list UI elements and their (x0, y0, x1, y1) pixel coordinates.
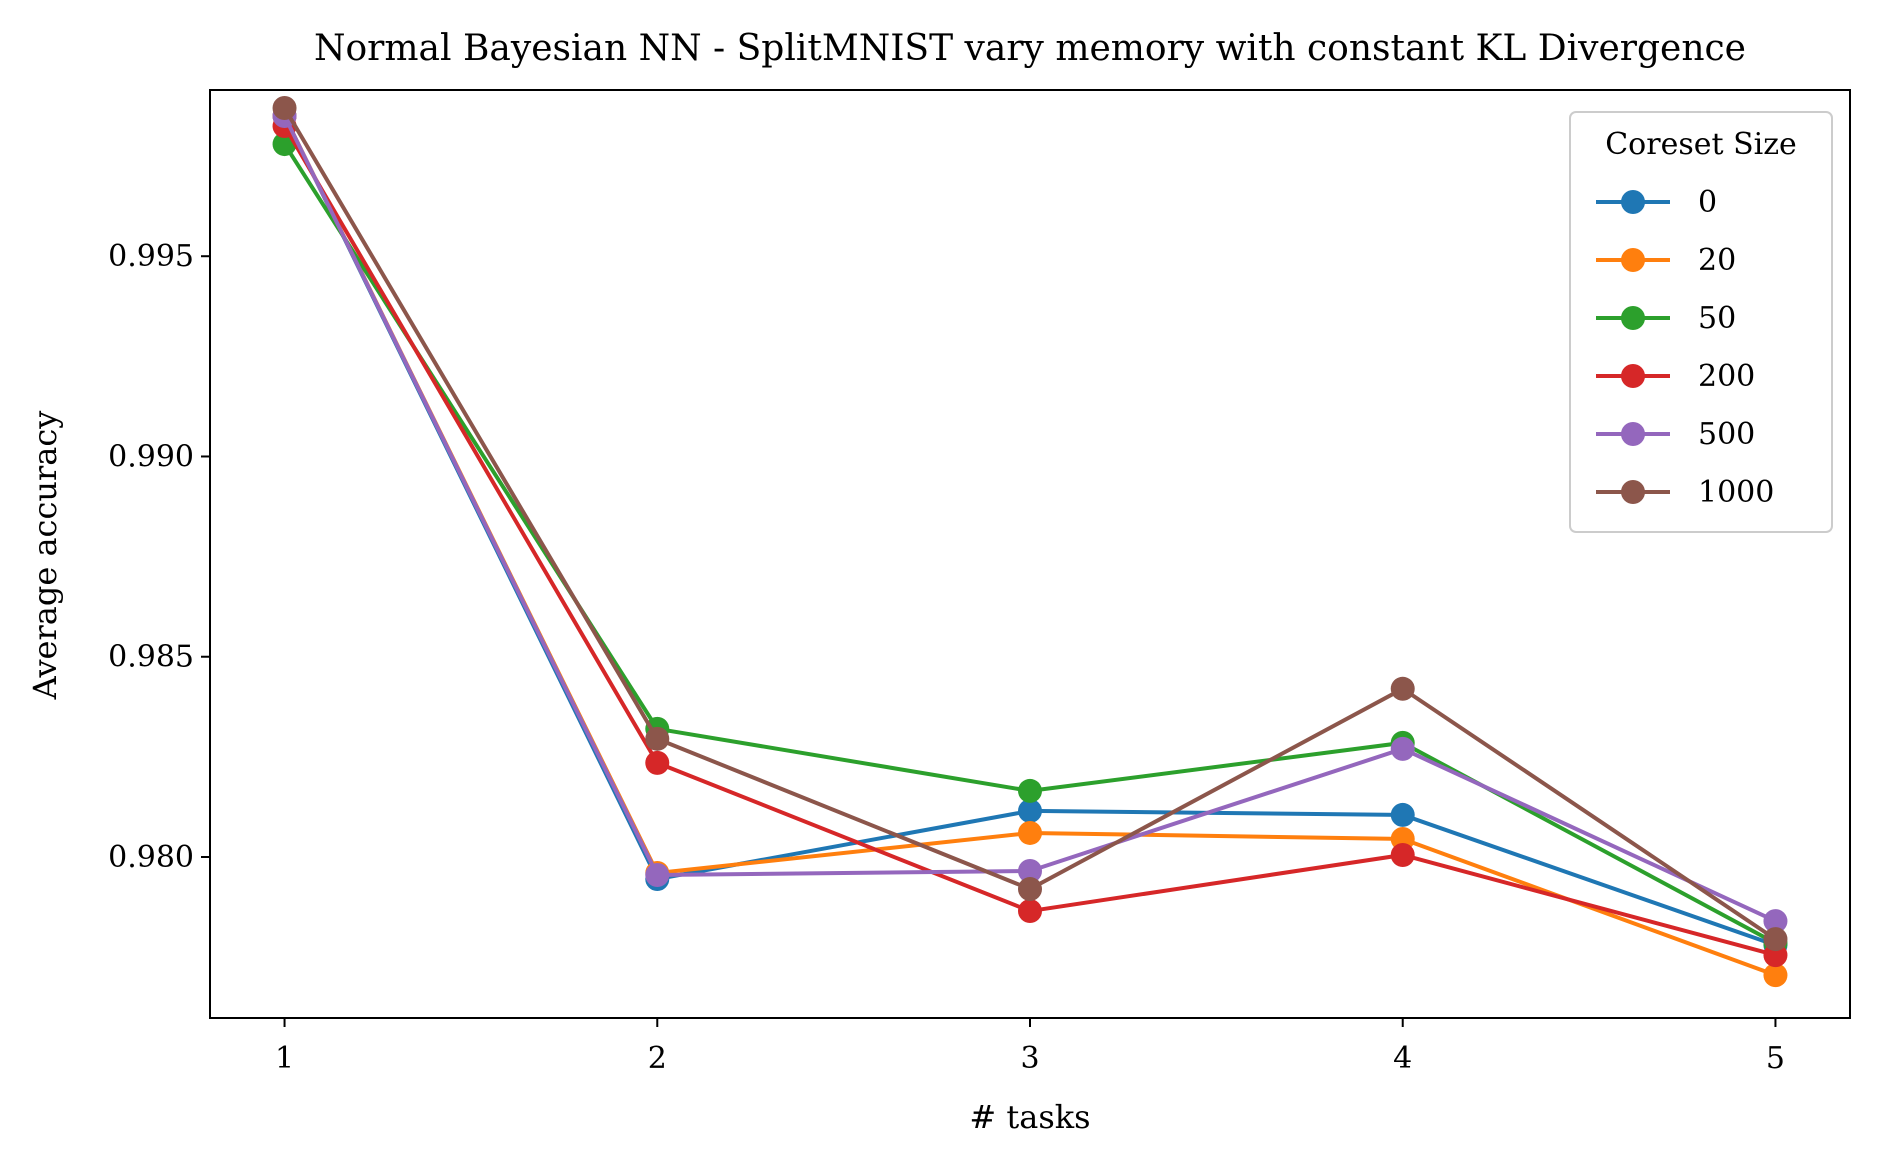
legend-item-200: 200 (1596, 359, 1755, 394)
data-point-200 (645, 750, 670, 775)
legend-label: 200 (1698, 359, 1755, 394)
legend-label: 0 (1698, 185, 1717, 220)
data-point-50 (1018, 778, 1042, 803)
legend-title: Coreset Size (1605, 127, 1797, 162)
legend-swatch-marker (1621, 364, 1645, 388)
series-1000 (272, 96, 1788, 952)
data-point-500 (1390, 736, 1415, 761)
legend-swatch-marker (1621, 248, 1645, 272)
x-tick-label: 5 (1766, 1041, 1785, 1076)
legend-swatch-marker (1621, 422, 1645, 446)
data-point-1000 (272, 96, 297, 121)
y-axis-label: Average accuracy (26, 411, 64, 701)
data-point-500 (1018, 859, 1042, 884)
data-point-20 (1763, 963, 1788, 988)
legend-item-0: 0 (1596, 185, 1717, 220)
legend-item-50: 50 (1596, 301, 1736, 336)
data-point-200 (1018, 899, 1042, 924)
legend-swatch-marker (1621, 306, 1645, 330)
x-axis-label: # tasks (969, 1098, 1090, 1136)
data-point-0 (1390, 802, 1415, 827)
legend-item-1000: 1000 (1596, 475, 1774, 510)
data-point-500 (1763, 909, 1788, 934)
plot-area: 1 2 3 4 5 0.980 0.985 0.990 0.995 (108, 89, 1851, 1076)
legend-label: 50 (1698, 301, 1736, 336)
x-tick-label: 4 (1393, 1041, 1412, 1076)
series-line-20 (282, 115, 1777, 978)
y-tick-label: 0.980 (108, 840, 194, 875)
x-tick-label: 3 (1020, 1041, 1039, 1076)
series-500 (272, 104, 1788, 934)
chart-title: Normal Bayesian NN - SplitMNIST vary mem… (314, 28, 1746, 69)
legend-item-500: 500 (1596, 417, 1755, 452)
data-point-0 (1018, 798, 1042, 823)
data-point-1000 (1390, 676, 1415, 701)
y-tick-label: 0.985 (108, 640, 194, 675)
data-point-1000 (1018, 877, 1042, 902)
data-point-20 (1018, 820, 1042, 845)
data-point-500 (645, 863, 670, 888)
series-20 (272, 104, 1788, 988)
y-tick-label: 0.995 (108, 239, 194, 274)
data-point-200 (1390, 842, 1415, 867)
legend-item-20: 20 (1596, 243, 1736, 278)
data-point-1000 (645, 726, 670, 751)
legend: Coreset Size 0 20 50 200 500 1000 (1569, 111, 1833, 533)
x-tick-label: 2 (648, 1041, 667, 1076)
legend-label: 1000 (1698, 475, 1774, 510)
legend-label: 20 (1698, 243, 1736, 278)
x-tick-label: 1 (275, 1041, 294, 1076)
legend-label: 500 (1698, 417, 1755, 452)
data-point-1000 (1763, 927, 1788, 952)
legend-swatch-marker (1621, 480, 1645, 504)
legend-swatch-marker (1621, 190, 1645, 214)
y-tick-label: 0.990 (108, 439, 194, 474)
